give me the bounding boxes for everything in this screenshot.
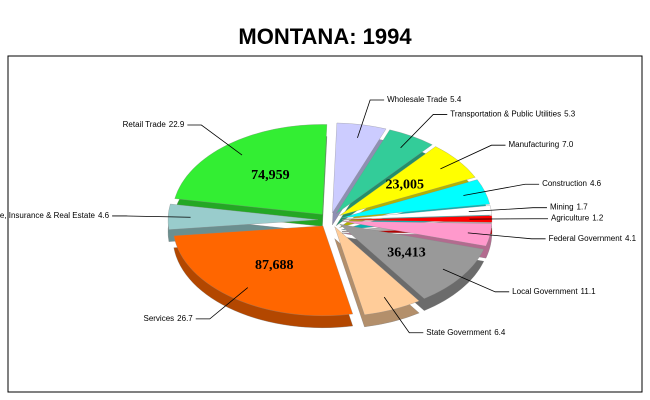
slice-label: State Government 6.4	[426, 328, 506, 337]
category-name: Local Government	[512, 287, 578, 296]
slice-label: Local Government 11.1	[512, 287, 596, 296]
leader-line	[187, 124, 243, 156]
leader-line	[442, 268, 510, 293]
value-label: 4.6	[98, 211, 110, 220]
category-name: Finance, Insurance & Real Estate	[0, 211, 96, 220]
slice-label: Services 26.7	[143, 314, 193, 323]
category-name: Agriculture	[551, 214, 590, 223]
category-name: Manufacturing	[508, 140, 559, 149]
category-name: Mining	[550, 203, 574, 212]
value-label: 4.1	[625, 234, 637, 243]
slice-label: Transportation & Public Utilities 5.3	[450, 110, 576, 119]
category-name: State Government	[426, 328, 492, 337]
value-label: 7.0	[562, 140, 574, 149]
slice-label: Federal Government 4.1	[549, 234, 637, 243]
slice-label: Retail Trade 22.9	[123, 120, 185, 129]
value-label: 4.6	[590, 179, 602, 188]
slice-annotation: 87,688	[255, 258, 294, 273]
category-name: Services	[143, 314, 174, 323]
leader-line	[468, 207, 547, 212]
category-name: Construction	[542, 179, 587, 188]
frame	[7, 55, 643, 393]
slice-annotation: 23,005	[386, 178, 425, 193]
value-label: 26.7	[177, 314, 193, 323]
slice-label: Manufacturing 7.0	[508, 140, 573, 149]
category-name: Wholesale Trade	[387, 95, 448, 104]
value-label: 5.3	[564, 110, 576, 119]
category-name: Transportation & Public Utilities	[450, 110, 561, 119]
slice-annotation: 36,413	[387, 245, 426, 260]
slice-annotation: 74,959	[251, 168, 290, 183]
leader-line	[440, 144, 506, 170]
category-name: Federal Government	[549, 234, 623, 243]
leader-line	[357, 99, 385, 139]
category-name: Retail Trade	[123, 120, 167, 129]
value-label: 5.4	[450, 95, 462, 104]
leader-line	[112, 215, 191, 218]
leader-line	[463, 183, 540, 196]
leader-line	[467, 232, 546, 240]
slice-label: Construction 4.6	[542, 179, 602, 188]
value-label: 6.4	[494, 328, 506, 337]
slice-label: Wholesale Trade 5.4	[387, 95, 462, 104]
value-label: 1.7	[577, 203, 589, 212]
leader-line	[383, 296, 424, 334]
leader-line	[400, 114, 448, 149]
slice-label: Mining 1.7	[550, 203, 588, 212]
leader-line	[195, 287, 249, 320]
value-label: 11.1	[581, 287, 597, 296]
value-label: 22.9	[169, 120, 185, 129]
slice-label: Agriculture 1.2	[551, 214, 604, 223]
value-label: 1.2	[592, 214, 604, 223]
chart-title: MONTANA: 1994	[238, 24, 412, 49]
